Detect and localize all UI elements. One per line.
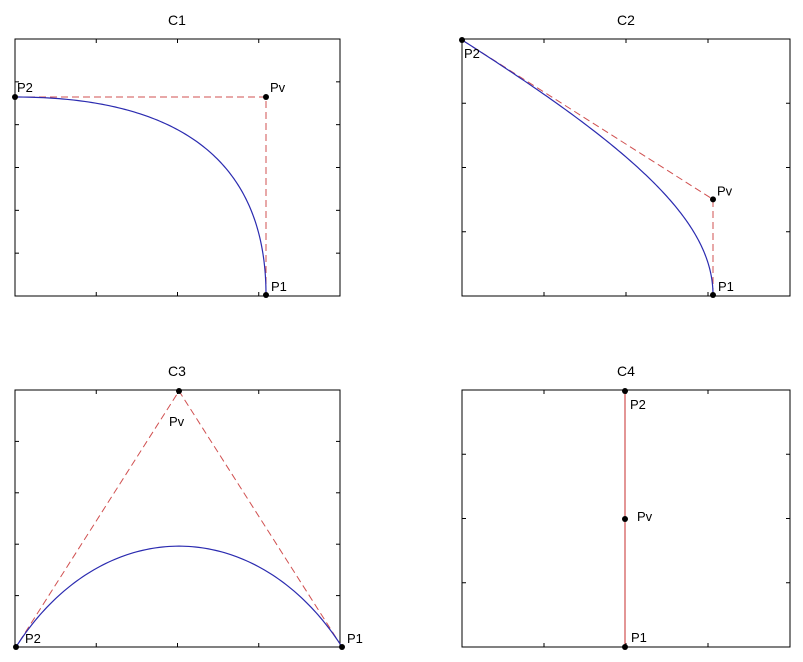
control-point-p2: [13, 644, 19, 650]
point-label-p1: P1: [347, 631, 363, 646]
control-point-pv: [622, 516, 628, 522]
plot-frame: [461, 38, 791, 297]
panel-title: C1: [168, 12, 186, 28]
axis-ticks: [462, 39, 790, 296]
control-point-pv: [710, 196, 716, 203]
point-label-p2: P2: [464, 46, 480, 61]
control-point-p1: [622, 644, 628, 650]
panel-title: C2: [617, 12, 635, 28]
point-label-p2: P2: [25, 631, 41, 646]
panel-title: C4: [617, 363, 635, 379]
control-point-p1: [263, 292, 269, 298]
point-label-p2: P2: [630, 397, 646, 412]
control-point-pv: [176, 388, 182, 394]
control-polygon: [15, 390, 343, 648]
panel-c4: C4 P1 Pv P2: [461, 363, 791, 650]
panel-c2: C2 P1 Pv P2: [459, 12, 791, 298]
control-point-p2: [459, 37, 465, 43]
panel-title: C3: [168, 363, 186, 379]
panel-c3: C3 P1 Pv P2: [13, 363, 363, 650]
conic-curve: [461, 39, 714, 296]
point-label-p1: P1: [271, 279, 287, 294]
plot-frame: [14, 38, 341, 297]
control-polygon: [15, 96, 267, 295]
point-label-p1: P1: [631, 630, 647, 645]
point-label-pv: Pv: [717, 183, 733, 198]
control-point-p2: [12, 94, 18, 100]
control-point-p1: [710, 292, 716, 298]
point-label-pv: Pv: [637, 509, 653, 524]
axis-ticks: [15, 39, 340, 296]
point-label-pv: Pv: [270, 80, 286, 95]
point-label-p1: P1: [718, 279, 734, 294]
point-label-pv: Pv: [169, 414, 185, 429]
control-polygon: [461, 39, 714, 295]
conic-curve: [14, 96, 267, 296]
conic-curve: [15, 545, 343, 648]
point-label-p2: P2: [17, 80, 33, 95]
axis-ticks: [15, 390, 340, 647]
panel-c1: C1 P1 Pv P2: [12, 12, 341, 298]
control-point-p1: [339, 644, 345, 650]
control-point-pv: [263, 94, 269, 100]
control-point-p2: [622, 388, 628, 394]
